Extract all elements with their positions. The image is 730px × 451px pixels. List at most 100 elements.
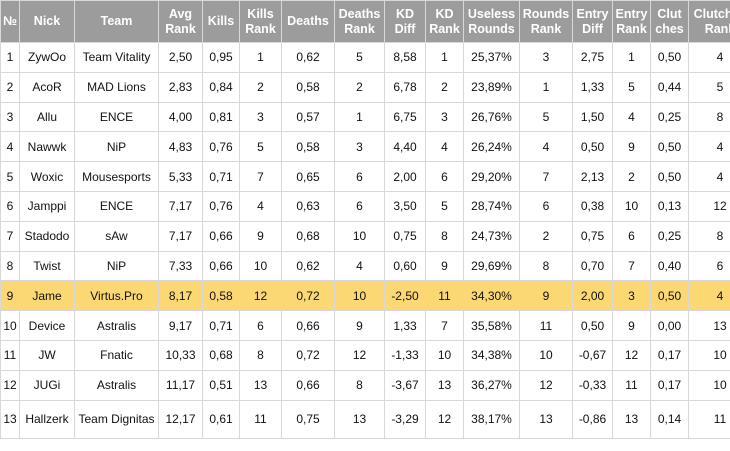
table-row: 3 Allu ENCE 4,00 0,81 3 0,57 1 6,75 3 26,76% 5 1,50 4…: [0, 101, 730, 133]
cell-kd-diff: -1,33: [384, 339, 426, 371]
cell-kills: 0,66: [202, 220, 240, 252]
cell-deaths-rank: 5: [334, 42, 385, 73]
cell-n: 13: [0, 399, 20, 439]
column-header-avg-rank[interactable]: Avg Rank: [158, 0, 203, 43]
cell-kills: 0,61: [202, 399, 240, 439]
cell-clutches: 0,50: [650, 131, 689, 163]
cell-rounds-rank: 3: [519, 42, 573, 73]
column-header-entry-rank[interactable]: Entry Rank: [612, 0, 651, 43]
cell-kd-diff: -3,29: [384, 399, 426, 439]
cell-kd-rank: 2: [425, 71, 464, 103]
cell-nick: ZywOo: [19, 42, 75, 73]
column-header-n[interactable]: №: [0, 0, 20, 43]
cell-deaths: 0,68: [281, 220, 335, 252]
cell-useless: 29,69%: [463, 250, 520, 282]
table-row: 12 JUGi Astralis 11,17 0,51 13 0,66 8 -3,67 13 36,…: [0, 369, 730, 401]
cell-entry-diff: 2,00: [572, 280, 613, 312]
table-row: 8 Twist NiP 7,33 0,66 10 0,62 4 0,60 9 29,69% 8 0,70…: [0, 250, 730, 282]
cell-useless: 28,74%: [463, 190, 520, 222]
cell-useless: 29,20%: [463, 161, 520, 192]
cell-kd-diff: 4,40: [384, 131, 426, 163]
column-header-nick[interactable]: Nick: [19, 0, 75, 43]
cell-entry-rank: 5: [612, 71, 651, 103]
cell-kills: 0,95: [202, 42, 240, 73]
cell-clutches-rank: 12: [688, 190, 730, 222]
cell-team: MAD Lions: [74, 71, 159, 103]
cell-avg-rank: 4,83: [158, 131, 203, 163]
cell-kills-rank: 2: [239, 71, 282, 103]
cell-n: 7: [0, 220, 20, 252]
cell-deaths: 0,65: [281, 161, 335, 192]
cell-kills: 0,81: [202, 101, 240, 133]
cell-kd-rank: 4: [425, 131, 464, 163]
cell-team: ENCE: [74, 101, 159, 133]
cell-kills-rank: 13: [239, 369, 282, 401]
cell-kd-diff: -3,67: [384, 369, 426, 401]
cell-avg-rank: 7,17: [158, 220, 203, 252]
cell-rounds-rank: 8: [519, 250, 573, 282]
cell-avg-rank: 2,83: [158, 71, 203, 103]
cell-kd-diff: 3,50: [384, 190, 426, 222]
column-header-deaths[interactable]: Deaths: [281, 0, 335, 43]
cell-clutches-rank: 8: [688, 220, 730, 252]
cell-kd-rank: 3: [425, 101, 464, 133]
column-header-kd-rank[interactable]: KD Rank: [425, 0, 464, 43]
cell-n: 12: [0, 369, 20, 401]
cell-n: 6: [0, 190, 20, 222]
cell-entry-rank: 10: [612, 190, 651, 222]
cell-kd-rank: 9: [425, 250, 464, 282]
column-header-deaths-rank[interactable]: Deaths Rank: [334, 0, 385, 43]
cell-clutches-rank: 10: [688, 339, 730, 371]
cell-kd-diff: -2,50: [384, 280, 426, 312]
cell-team: Astralis: [74, 310, 159, 341]
column-header-kd-diff[interactable]: KD Diff: [384, 0, 426, 43]
cell-entry-rank: 9: [612, 310, 651, 341]
cell-entry-rank: 4: [612, 101, 651, 133]
cell-avg-rank: 11,17: [158, 369, 203, 401]
column-header-rounds-rank[interactable]: Rounds Rank: [519, 0, 573, 43]
cell-team: NiP: [74, 131, 159, 163]
table-row: 10 Device Astralis 9,17 0,71 6 0,66 9 1,33 7 35,58…: [0, 310, 730, 341]
cell-clutches: 0,50: [650, 161, 689, 192]
cell-team: Mousesports: [74, 161, 159, 192]
cell-entry-rank: 13: [612, 399, 651, 439]
cell-n: 5: [0, 161, 20, 192]
cell-clutches-rank: 11: [688, 399, 730, 439]
cell-rounds-rank: 5: [519, 101, 573, 133]
cell-n: 9: [0, 280, 20, 312]
cell-rounds-rank: 9: [519, 280, 573, 312]
cell-avg-rank: 9,17: [158, 310, 203, 341]
cell-kd-rank: 5: [425, 190, 464, 222]
cell-useless: 38,17%: [463, 399, 520, 439]
cell-entry-diff: 0,70: [572, 250, 613, 282]
column-header-entry-diff[interactable]: Entry Diff: [572, 0, 613, 43]
cell-nick: Nawwk: [19, 131, 75, 163]
cell-deaths: 0,72: [281, 280, 335, 312]
column-header-kills-rank[interactable]: Kills Rank: [239, 0, 282, 43]
cell-entry-diff: 2,75: [572, 42, 613, 73]
column-header-kills[interactable]: Kills: [202, 0, 240, 43]
cell-entry-rank: 12: [612, 339, 651, 371]
cell-nick: Jame: [19, 280, 75, 312]
column-header-clutches[interactable]: Clut ches: [650, 0, 689, 43]
cell-useless: 25,37%: [463, 42, 520, 73]
cell-kd-rank: 11: [425, 280, 464, 312]
cell-clutches: 0,25: [650, 220, 689, 252]
cell-avg-rank: 8,17: [158, 280, 203, 312]
table-row: 5 Woxic Mousesports 5,33 0,71 7 0,65 6 2,00 6 29,2…: [0, 161, 730, 192]
table-row: 4 Nawwk NiP 4,83 0,76 5 0,58 3 4,40 4 26,24% 4 0,50 9…: [0, 131, 730, 163]
cell-kills-rank: 1: [239, 42, 282, 73]
cell-entry-diff: -0,67: [572, 339, 613, 371]
cell-deaths-rank: 12: [334, 339, 385, 371]
cell-team: sAw: [74, 220, 159, 252]
cell-team: Astralis: [74, 369, 159, 401]
cell-n: 3: [0, 101, 20, 133]
column-header-useless[interactable]: Useless Rounds: [463, 0, 520, 43]
cell-entry-rank: 1: [612, 42, 651, 73]
cell-useless: 23,89%: [463, 71, 520, 103]
cell-deaths: 0,62: [281, 42, 335, 73]
column-header-team[interactable]: Team: [74, 0, 159, 43]
cell-avg-rank: 12,17: [158, 399, 203, 439]
cell-avg-rank: 7,17: [158, 190, 203, 222]
